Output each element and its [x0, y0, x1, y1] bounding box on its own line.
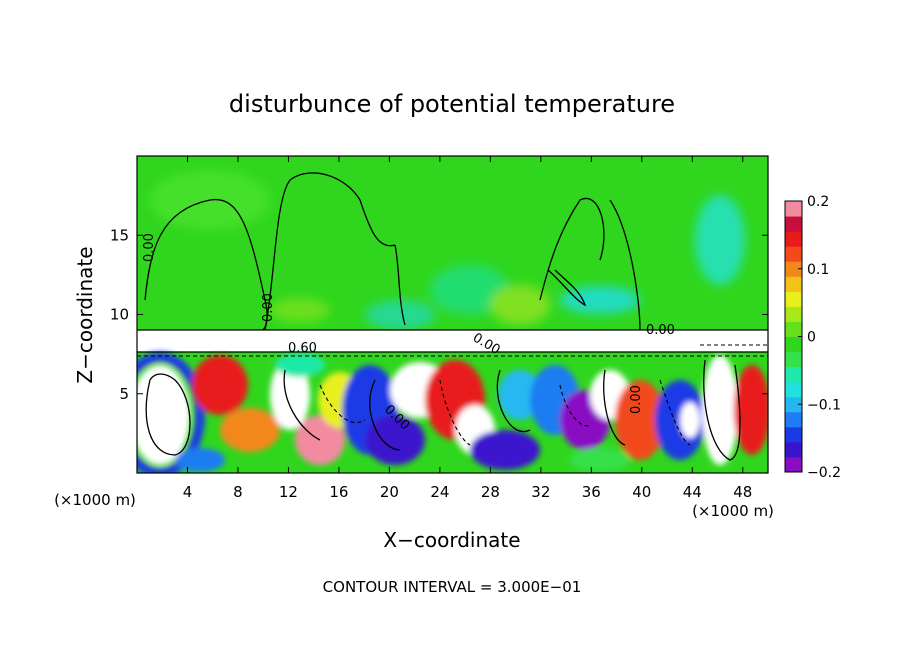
y-axis: 5 10 15 [110, 226, 768, 403]
colorbar-swatch [785, 276, 802, 292]
colorbar-swatch [785, 216, 802, 232]
colorbar-tick-label: 0 [807, 330, 816, 346]
y-axis-label: Z−coordinate [73, 246, 97, 383]
colorbar-swatch [785, 366, 802, 383]
colorbar-swatch [785, 321, 802, 337]
contour-label: 0.00 [646, 323, 675, 338]
contour-label: 0.00 [142, 233, 157, 262]
x-tick-label: 16 [329, 483, 348, 501]
chart-title: disturbunce of potential temperature [229, 90, 675, 118]
colorbar-swatch [785, 441, 802, 458]
colorbar-swatch [785, 261, 802, 277]
x-tick-label: 28 [481, 483, 500, 501]
x-tick-label: 48 [733, 483, 752, 501]
colorbar-swatch [785, 351, 802, 368]
colorbar-tick-label: −0.2 [807, 465, 841, 481]
colorbar-tick-label: −0.1 [807, 397, 841, 413]
colorbar [785, 201, 802, 473]
colorbar-swatch [785, 246, 802, 262]
colorbar-swatch [785, 231, 802, 247]
x-tick-label: 40 [632, 483, 651, 501]
contour-labels: 0.00 0.00 0.60 0.00 0.00 0.00 0.00 [142, 233, 675, 433]
y-tick-label: 10 [110, 306, 129, 324]
contour-label: 0.00 [629, 385, 644, 414]
x-tick-label: 12 [279, 483, 298, 501]
y-tick-label: 5 [119, 385, 129, 403]
contour-label: 0.60 [288, 341, 317, 356]
colorbar-swatch [785, 291, 802, 307]
colorbar-swatch [785, 201, 802, 217]
colorbar-swatch [785, 426, 802, 443]
x-unit-left: (×1000 m) [54, 491, 136, 509]
colorbar-swatch [785, 381, 802, 398]
x-tick-label: 24 [430, 483, 449, 501]
colorbar-swatch [785, 411, 802, 428]
x-tick-label: 36 [582, 483, 601, 501]
colorbar-swatch [785, 396, 802, 413]
colorbar-swatch [785, 456, 802, 473]
colorbar-tick-label: 0.1 [807, 262, 829, 278]
x-tick-label: 4 [183, 483, 193, 501]
colorbar-swatch [785, 306, 802, 322]
x-tick-label: 20 [380, 483, 399, 501]
x-unit-right: (×1000 m) [692, 502, 774, 520]
x-tick-label: 44 [683, 483, 702, 501]
x-axis-label: X−coordinate [383, 528, 520, 552]
colorbar-tick-label: 0.2 [807, 194, 829, 210]
x-tick-label: 8 [233, 483, 243, 501]
x-axis: 4 8 12 16 20 24 28 32 36 40 44 48 [183, 156, 752, 501]
contour-label: 0.00 [261, 293, 276, 322]
contour-interval-note: CONTOUR INTERVAL = 3.000E−01 [323, 578, 582, 596]
heatmap-field [137, 156, 768, 473]
colorbar-swatch [785, 336, 802, 353]
y-tick-label: 15 [110, 226, 129, 244]
x-tick-label: 32 [531, 483, 550, 501]
colorbar-ticks: 0.2 0.1 0 −0.1 −0.2 [798, 194, 841, 481]
